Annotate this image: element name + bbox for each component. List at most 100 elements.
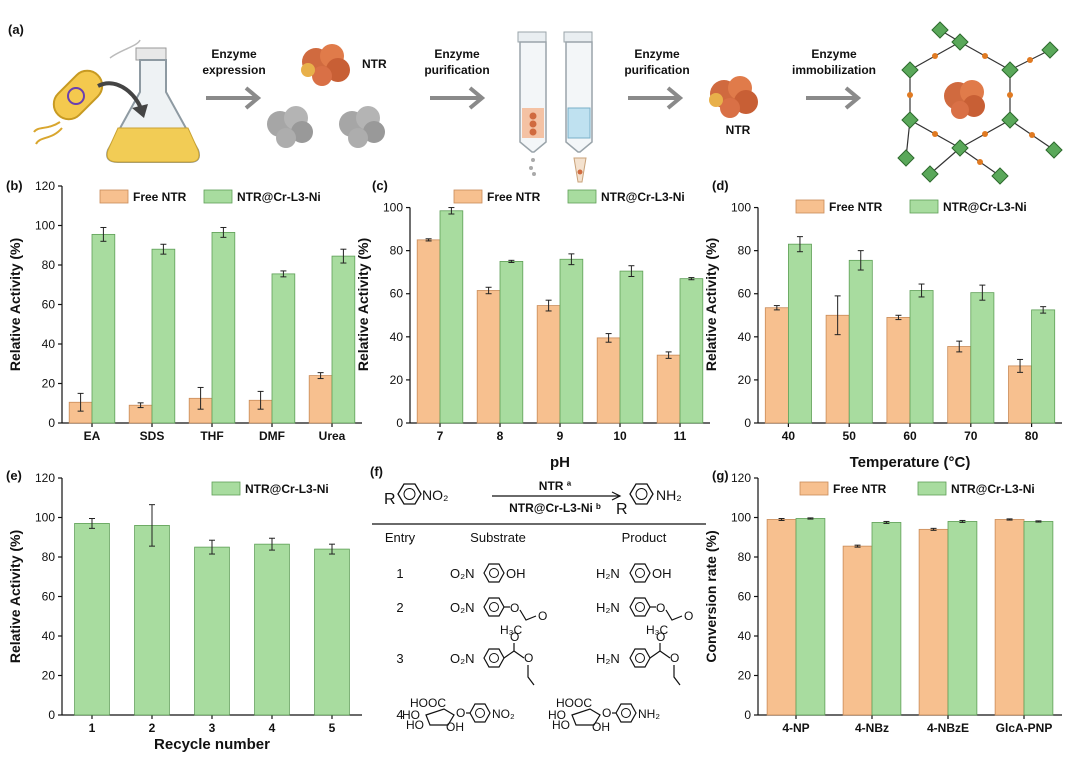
- x-axis-label: Temperature (°C): [850, 454, 971, 471]
- x-tick-label: 4: [269, 721, 276, 735]
- panel-label: (c): [372, 178, 388, 193]
- substituent-right: NH₂: [638, 707, 660, 721]
- benzene-icon: [629, 597, 651, 617]
- y-tick-label: 20: [42, 377, 56, 391]
- product-r: R: [616, 501, 628, 518]
- legend-swatch: [909, 199, 939, 214]
- x-tick-label: 5: [329, 721, 336, 735]
- bar-free-ntr: [476, 290, 501, 424]
- y-tick-label: 100: [35, 219, 55, 233]
- benzene-ring-icon: [475, 708, 485, 718]
- legend-swatch: [453, 189, 483, 204]
- x-tick-label: 80: [1025, 429, 1039, 443]
- bar-free-ntr: [766, 519, 797, 716]
- sugar-oh: OH: [446, 720, 464, 734]
- panel-label-f: (f): [370, 464, 383, 479]
- legend-label: NTR@Cr-L3-Ni: [237, 190, 321, 204]
- x-tick-label: 7: [437, 429, 444, 443]
- step3-line2: purification: [624, 63, 689, 77]
- protein-icon-grey-1: [267, 106, 313, 148]
- y-tick-label: 120: [731, 471, 751, 485]
- carbonyl-oxygen: O: [538, 609, 547, 623]
- y-tick-label: 60: [738, 590, 752, 604]
- bar-ntr-cr-l3-ni: [970, 292, 995, 424]
- header-substrate: Substrate: [470, 530, 526, 545]
- x-tick-label: 2: [149, 721, 156, 735]
- legend-swatch: [211, 481, 241, 496]
- x-tick-label: DMF: [259, 429, 285, 443]
- bar-ntr-cr-l3-ni: [134, 525, 170, 716]
- y-tick-label: 40: [42, 337, 56, 351]
- x-tick-label: Urea: [319, 429, 346, 443]
- y-tick-label: 40: [738, 629, 752, 643]
- arrow-icon-2: [430, 86, 486, 110]
- x-tick-label: 60: [903, 429, 917, 443]
- bar-ntr-cr-l3-ni: [194, 546, 230, 716]
- bacterium-icon: [33, 69, 104, 145]
- y-tick-label: 20: [738, 373, 752, 387]
- legend-swatch: [99, 189, 129, 204]
- bar-ntr-cr-l3-ni: [74, 523, 110, 716]
- ester-oxygen: O: [656, 601, 665, 615]
- y-tick-label: 0: [744, 416, 751, 430]
- sugar-o: O: [456, 706, 465, 720]
- y-axis-label: Relative Activity (%): [703, 238, 719, 371]
- bar-free-ntr: [1008, 365, 1032, 424]
- y-tick-label: 100: [383, 201, 403, 215]
- legend-label: NTR@Cr-L3-Ni: [951, 482, 1035, 496]
- legend-label: Free NTR: [133, 190, 187, 204]
- x-axis-label: pH: [550, 454, 570, 471]
- chart-panel-e: (e) 0 20 40 60 80 100 120 Relative Activity (%) 1…: [6, 468, 362, 753]
- sugar-ho: HO: [548, 708, 566, 722]
- bar-ntr-cr-l3-ni: [619, 270, 644, 424]
- substituent-left: O₂N: [450, 651, 475, 666]
- y-tick-label: 0: [48, 708, 55, 722]
- carbonyl-oxygen: O: [684, 609, 693, 623]
- legend-label: NTR@Cr-L3-Ni: [943, 200, 1027, 214]
- ester-bond: [503, 643, 525, 659]
- y-tick-label: 120: [35, 471, 55, 485]
- entry-number: 1: [396, 566, 403, 581]
- substituent-left: H₂N: [596, 566, 620, 581]
- sugar-ho2: HO: [406, 718, 424, 732]
- y-axis-label: Conversion rate (%): [703, 530, 719, 662]
- workflow-panel: (a) Enzyme expression: [8, 21, 1063, 185]
- ester-oxygen: O: [670, 651, 679, 665]
- y-tick-label: 60: [42, 298, 56, 312]
- carbonyl-oxygen: O: [656, 630, 665, 644]
- bar-ntr-cr-l3-ni: [559, 258, 584, 424]
- bar-ntr-cr-l3-ni: [211, 232, 236, 424]
- x-tick-label: 10: [613, 429, 627, 443]
- y-tick-label: 0: [744, 708, 751, 722]
- ntr-label-2: NTR: [726, 123, 751, 137]
- arrow-icon-1: [206, 86, 262, 110]
- carbonyl-oxygen: O: [510, 630, 519, 644]
- legend-swatch: [799, 481, 829, 496]
- legend-label: Free NTR: [829, 200, 883, 214]
- y-tick-label: 80: [738, 550, 752, 564]
- benzene-ring-icon: [489, 602, 499, 612]
- legend-label: NTR@Cr-L3-Ni: [601, 190, 685, 204]
- panel-label: (b): [6, 178, 23, 193]
- bar-free-ntr: [947, 346, 972, 424]
- benzene-icon: [629, 648, 651, 668]
- y-tick-label: 40: [390, 330, 404, 344]
- y-tick-label: 100: [731, 201, 751, 215]
- y-tick-label: 40: [738, 330, 752, 344]
- step3-line1: Enzyme: [634, 47, 680, 61]
- x-tick-label: EA: [84, 429, 101, 443]
- bar-ntr-cr-l3-ni: [788, 243, 812, 424]
- y-tick-label: 60: [42, 590, 56, 604]
- entry-number: 4: [396, 707, 403, 722]
- sugar-cooh: HOOC: [410, 696, 446, 710]
- bar-ntr-cr-l3-ni: [91, 233, 116, 424]
- header-product: Product: [622, 530, 667, 545]
- sugar-oh: OH: [592, 720, 610, 734]
- bar-free-ntr: [416, 239, 441, 424]
- arrow-icon-4: [806, 86, 862, 110]
- reactant-r: R: [384, 491, 396, 508]
- benzene-ring-icon: [489, 568, 499, 578]
